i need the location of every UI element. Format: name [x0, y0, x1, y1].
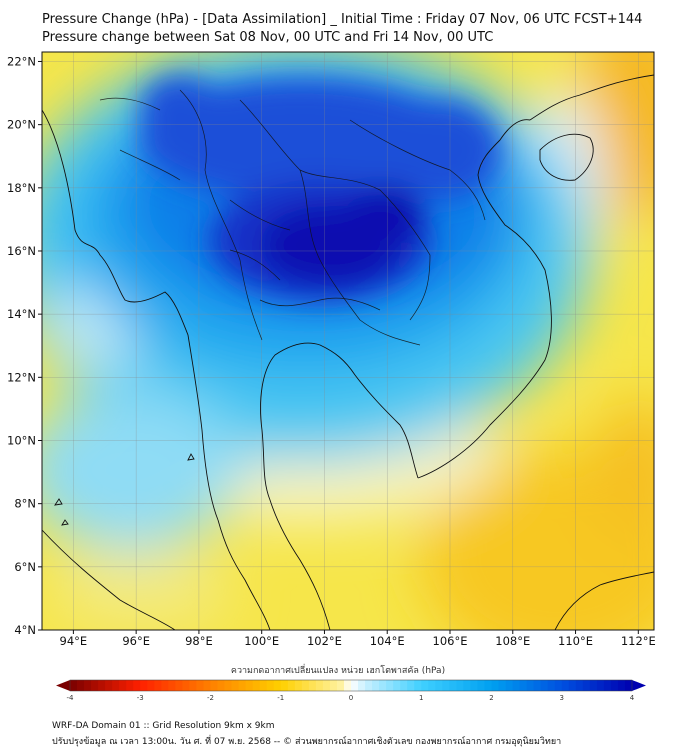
lat-tick-label: 10°N — [7, 433, 36, 447]
lat-tick-label: 8°N — [14, 497, 36, 511]
lon-tick-label: 96°E — [122, 634, 150, 648]
credit-line: ปรับปรุงข้อมูล ณ เวลา 13:00น. วัน ศ. ที่… — [52, 737, 562, 747]
colorbar-tick-label: 0 — [349, 694, 353, 702]
lat-tick-label: 14°N — [7, 307, 36, 321]
lat-tick-label: 20°N — [7, 118, 36, 132]
lon-tick-label: 104°E — [370, 634, 405, 648]
colorbar: -4 -3 -2 -1 0 1 2 3 4 — [56, 679, 646, 702]
lat-tick-label: 16°N — [7, 244, 36, 258]
colorbar-tick-label: 1 — [419, 694, 423, 702]
colorbar-ticks: -4 -3 -2 -1 0 1 2 3 4 — [67, 694, 635, 702]
lon-tick-label: 100°E — [244, 634, 279, 648]
lon-tick-label: 102°E — [307, 634, 342, 648]
colorbar-gradient — [56, 679, 646, 692]
lon-tick-label: 106°E — [433, 634, 468, 648]
pressure-change-map: 94°E 96°E 98°E 100°E 102°E 104°E 106°E 108°E 110… — [7, 51, 656, 648]
lon-tick-label: 110°E — [558, 634, 593, 648]
map-gridlines — [42, 52, 654, 630]
lat-tick-label: 22°N — [7, 54, 36, 68]
country-borders — [99, 89, 486, 346]
colorbar-tick-label: -1 — [277, 694, 284, 702]
colorbar-tick-label: -2 — [207, 694, 214, 702]
lon-tick-label: 112°E — [621, 634, 656, 648]
map-frame — [41, 51, 655, 631]
coastlines — [42, 74, 654, 630]
colorbar-tick-label: 3 — [560, 694, 564, 702]
model-info: WRF-DA Domain 01 :: Grid Resolution 9km … — [52, 721, 275, 731]
lon-tick-label: 94°E — [60, 634, 88, 648]
colorbar-tick-label: 2 — [489, 694, 493, 702]
pressure-field — [42, 52, 654, 630]
colorbar-tick-label: -3 — [137, 694, 144, 702]
colorbar-tick-label: 4 — [630, 694, 635, 702]
lat-tick-label: 6°N — [14, 560, 36, 574]
colorbar-label: ความกดอากาศเปลี่ยนแปลง หน่วย เฮกโตพาสคัล… — [230, 666, 446, 676]
lon-tick-label: 108°E — [495, 634, 530, 648]
lat-tick-label: 18°N — [7, 181, 36, 195]
latitude-axis: 22°N 20°N 18°N 16°N 14°N 12°N 10°N 8°N 6°N 4°N — [7, 54, 42, 637]
colorbar-tick-label: -4 — [67, 694, 75, 702]
longitude-axis: 94°E 96°E 98°E 100°E 102°E 104°E 106°E 108°E 110… — [60, 630, 656, 648]
map-subtitle: Pressure change between Sat 08 Nov, 00 U… — [42, 30, 494, 45]
lat-tick-label: 12°N — [7, 370, 36, 384]
map-title: Pressure Change (hPa) - [Data Assimilati… — [42, 12, 643, 27]
lat-tick-label: 4°N — [14, 623, 36, 637]
lon-tick-label: 98°E — [185, 634, 213, 648]
